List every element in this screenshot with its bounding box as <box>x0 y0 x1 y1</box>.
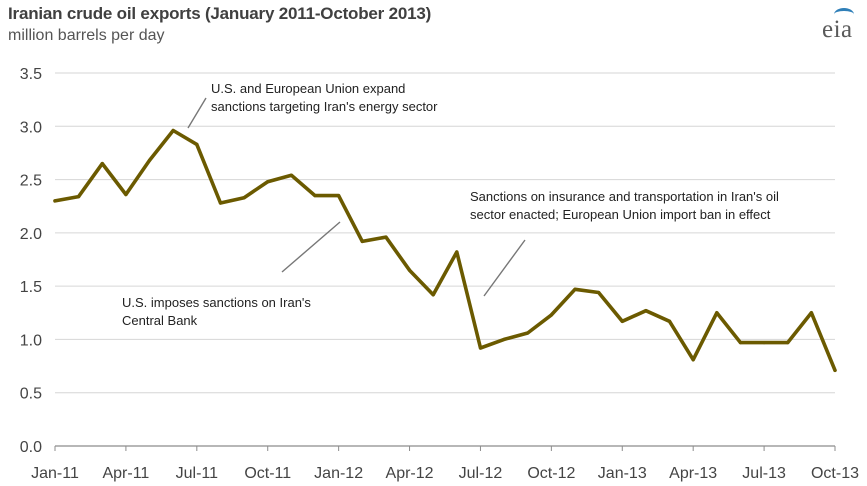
series <box>53 129 836 372</box>
x-tick-label: Apr-12 <box>386 465 434 482</box>
data-point <box>432 293 435 296</box>
data-point <box>172 129 175 132</box>
gridlines <box>55 73 835 393</box>
x-tick-label: Oct-11 <box>244 465 291 482</box>
data-point <box>833 369 836 372</box>
y-tick-label: 1.0 <box>20 332 42 349</box>
data-point <box>502 338 505 341</box>
axes <box>55 446 835 451</box>
y-tick-label: 3.0 <box>20 119 42 136</box>
data-point <box>219 201 222 204</box>
data-point <box>479 346 482 349</box>
data-point <box>715 311 718 314</box>
annotation-text: Central Bank <box>122 313 198 328</box>
x-tick-label: Jul-12 <box>459 465 503 482</box>
annotation-text: sector enacted; European Union import ba… <box>470 207 771 222</box>
x-tick-label: Jan-12 <box>314 465 363 482</box>
data-point <box>550 313 553 316</box>
y-tick-labels: 0.0 0.5 1.0 1.5 2.0 2.5 3.0 3.5 <box>20 66 42 456</box>
data-point <box>408 269 411 272</box>
data-point <box>739 341 742 344</box>
data-point <box>786 341 789 344</box>
data-point <box>266 180 269 183</box>
y-tick-label: 2.0 <box>20 226 42 243</box>
data-point <box>290 174 293 177</box>
x-tick-label: Jul-11 <box>176 465 218 482</box>
data-point <box>361 240 364 243</box>
data-point <box>77 195 80 198</box>
x-tick-label: Apr-13 <box>669 465 717 482</box>
data-point <box>810 311 813 314</box>
data-point <box>455 250 458 253</box>
annotation-leader-line <box>484 240 525 296</box>
x-tick-label: Oct-12 <box>527 465 575 482</box>
data-point <box>53 199 56 202</box>
y-tick-label: 0.5 <box>20 386 42 403</box>
series-line <box>55 131 835 371</box>
data-point <box>621 320 624 323</box>
data-point <box>526 331 529 334</box>
data-point <box>101 162 104 165</box>
data-point <box>762 341 765 344</box>
data-point <box>644 309 647 312</box>
y-tick-label: 0.0 <box>20 439 42 456</box>
data-point <box>597 291 600 294</box>
annotation-leader-line <box>188 98 206 128</box>
y-tick-label: 2.5 <box>20 173 42 190</box>
data-point <box>195 143 198 146</box>
annotation-text: U.S. and European Union expand <box>211 81 405 96</box>
x-tick-label: Apr-11 <box>102 465 149 482</box>
x-tick-label: Oct-13 <box>811 465 859 482</box>
data-point <box>573 288 576 291</box>
annotation-text: U.S. imposes sanctions on Iran's <box>122 295 311 310</box>
annotation-leader-line <box>282 222 340 272</box>
data-point <box>313 194 316 197</box>
data-point <box>692 358 695 361</box>
data-point <box>337 194 340 197</box>
y-tick-label: 3.5 <box>20 66 42 83</box>
data-point <box>668 320 671 323</box>
x-tick-label: Jan-13 <box>598 465 647 482</box>
x-tick-labels: Jan-11 Apr-11 Jul-11 Oct-11 Jan-12 Apr-12 Jul-… <box>31 465 859 482</box>
data-point <box>242 196 245 199</box>
x-tick-label: Jan-11 <box>31 465 79 482</box>
y-tick-label: 1.5 <box>20 279 42 296</box>
data-point <box>124 193 127 196</box>
data-point <box>384 236 387 239</box>
annotation-text: sanctions targeting Iran's energy sector <box>211 99 438 114</box>
annotation-text: Sanctions on insurance and transportatio… <box>470 189 779 204</box>
x-tick-label: Jul-13 <box>742 465 786 482</box>
data-point <box>148 159 151 162</box>
